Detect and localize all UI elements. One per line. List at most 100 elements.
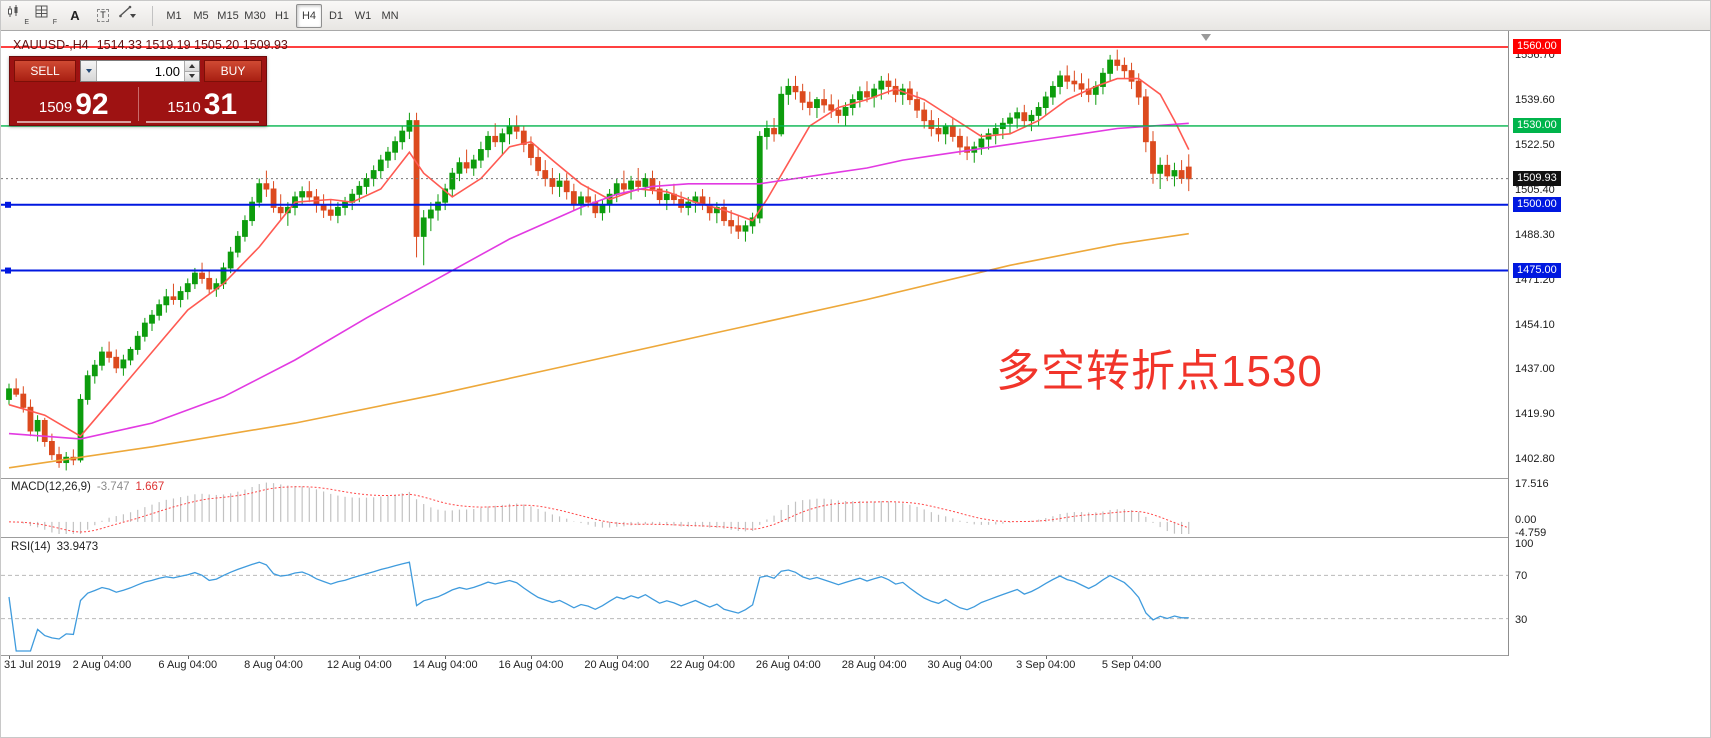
time-tick [874, 655, 876, 659]
sell-button[interactable]: SELL [14, 60, 76, 82]
time-tick-label: 31 Jul 2019 [4, 659, 61, 671]
price-level-badge: 1475.00 [1513, 262, 1561, 278]
macd-name: MACD(12,26,9) [11, 481, 91, 493]
tool-sub-label: E [24, 18, 29, 26]
time-tick-label: 26 Aug 04:00 [755, 659, 821, 671]
volume-increase-button[interactable] [185, 61, 199, 72]
panel-separator [1, 655, 1710, 656]
rsi-axis-label: 70 [1515, 570, 1528, 583]
panel-separator[interactable] [1, 478, 1710, 479]
ma-fast-line [8, 77, 1190, 438]
time-tick [530, 655, 532, 659]
macd-label: MACD(12,26,9) -3.747 1.667 [11, 481, 164, 493]
rsi-axis-label: 100 [1515, 538, 1534, 550]
price-tick-label: 1539.60 [1515, 93, 1555, 106]
volume-control: 1.00 [80, 60, 200, 82]
buy-button[interactable]: BUY [204, 60, 262, 82]
time-tick-label: 5 Sep 04:00 [1101, 659, 1162, 671]
rsi-value: 33.9473 [56, 541, 99, 553]
macd-axis-label: 17.516 [1515, 478, 1549, 490]
time-tick-label: 16 Aug 04:00 [498, 659, 564, 671]
timeframe-d1-button[interactable]: D1 [323, 4, 349, 28]
price-level-badge: 1530.00 [1513, 117, 1561, 133]
rsi-name: RSI(14) [11, 541, 51, 553]
time-tick-label: 22 Aug 04:00 [670, 659, 735, 671]
timeframe-mn-button[interactable]: MN [377, 4, 403, 28]
timeframe-m15-button[interactable]: M15 [215, 4, 241, 28]
buy-price-display[interactable]: 1510 31 [145, 85, 259, 123]
timeframe-m30-button[interactable]: M30 [242, 4, 268, 28]
chevron-down-icon [85, 69, 92, 73]
trendline-icon [119, 5, 132, 17]
tool-sub-label: F [52, 18, 57, 26]
one-click-trading-panel: SELL 1.00 BUY 1509 92 1510 31 [9, 56, 267, 126]
volume-dropdown-button[interactable] [81, 61, 97, 81]
sell-price-display[interactable]: 1509 92 [17, 85, 131, 123]
candlestick-chart-icon [8, 4, 18, 17]
chart-template-e-button[interactable]: E [6, 4, 32, 28]
text-label-tool-button[interactable]: T [90, 4, 116, 28]
text-tool-button[interactable]: A [62, 4, 88, 28]
panel-separator[interactable] [1, 537, 1710, 538]
time-tick-label: 6 Aug 04:00 [158, 659, 218, 671]
timeframe-m5-button[interactable]: M5 [188, 4, 214, 28]
price-divider [137, 87, 139, 121]
sell-price-minor: 92 [75, 88, 109, 121]
chart-shift-marker-icon[interactable] [1201, 34, 1211, 41]
chart-ohlc-values: 1514.33 1519.19 1505.20 1509.93 [96, 38, 288, 52]
macd-axis-label: -4.759 [1515, 527, 1547, 539]
time-tick-label: 30 Aug 04:00 [927, 659, 993, 671]
time-tick [616, 655, 618, 659]
text-label-icon: T [97, 9, 109, 22]
volume-decrease-button[interactable] [185, 71, 199, 81]
rsi-label: RSI(14) 33.9473 [11, 541, 98, 553]
chart-template-f-button[interactable]: F [34, 4, 60, 28]
time-tick [359, 655, 361, 659]
price-tick-label: 1522.50 [1515, 138, 1555, 151]
time-tick [788, 655, 790, 659]
macd-signal-value: 1.667 [135, 481, 165, 493]
time-axis[interactable]: 31 Jul 2019 2 Aug 04:00 6 Aug 04:00 8 Aug 0… [1, 655, 1508, 676]
chart-annotation-text: 多空转折点1530 [996, 347, 1323, 396]
sell-price-major: 1509 [38, 99, 73, 116]
buy-price-minor: 31 [203, 88, 238, 121]
buy-price-major: 1510 [167, 99, 201, 116]
time-tick [187, 655, 189, 659]
price-axis[interactable]: 1556.70 1539.60 1522.50 1505.40 1488.30 1471.… [1508, 31, 1710, 656]
time-tick-label: 12 Aug 04:00 [326, 659, 392, 671]
price-level-badge: 1560.00 [1513, 39, 1561, 54]
time-tick [273, 655, 275, 659]
price-chart[interactable] [1, 31, 1508, 676]
price-tick-label: 1488.30 [1515, 228, 1555, 241]
draw-tool-button[interactable] [118, 4, 144, 28]
price-tick-label: 1454.10 [1515, 318, 1555, 331]
timeframe-h4-button[interactable]: H4 [296, 3, 322, 28]
timeframe-w1-button[interactable]: W1 [350, 4, 376, 28]
price-tick-label: 1505.40 [1515, 183, 1555, 196]
chart-symbol-label: XAUUSD-,H4 [13, 38, 89, 52]
time-tick [702, 655, 704, 659]
macd-value: -3.747 [96, 481, 130, 493]
time-tick-label: 14 Aug 04:00 [412, 659, 478, 671]
price-level-badge: 1509.93 [1513, 170, 1561, 186]
volume-input[interactable]: 1.00 [154, 64, 180, 79]
triangle-down-icon [189, 74, 195, 79]
chevron-down-icon [129, 13, 136, 18]
volume-spinner [184, 61, 199, 81]
time-tick [1131, 655, 1133, 659]
chart-plot-area[interactable] [1, 31, 1508, 676]
timeframe-h1-button[interactable]: H1 [269, 4, 295, 28]
timeframe-group: M1 M5 M15 M30 H1 H4 D1 W1 MN [161, 3, 403, 28]
price-tick-label: 1419.90 [1515, 408, 1555, 421]
time-tick [9, 655, 10, 659]
time-tick-label: 28 Aug 04:00 [841, 659, 907, 671]
ma-medium-line [8, 122, 1189, 440]
price-level-badge: 1500.00 [1513, 196, 1561, 212]
time-tick-label: 3 Sep 04:00 [1016, 659, 1076, 671]
ma-slow-line [8, 232, 1189, 469]
time-tick [445, 655, 447, 659]
timeframe-m1-button[interactable]: M1 [161, 4, 187, 28]
triangle-up-icon [189, 63, 195, 68]
time-tick-label: 20 Aug 04:00 [584, 659, 650, 671]
